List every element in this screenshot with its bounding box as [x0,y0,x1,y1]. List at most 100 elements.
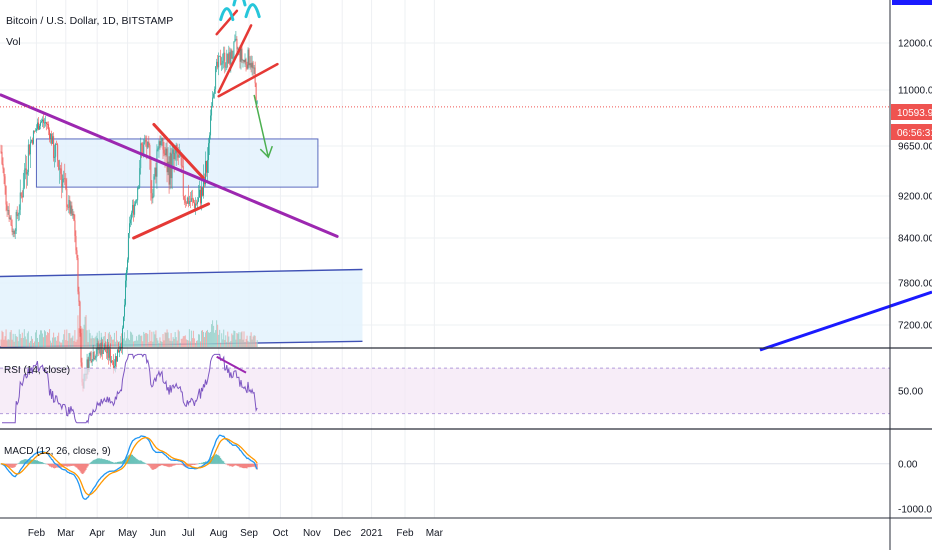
candle-body [13,231,15,235]
candle-body [11,225,13,233]
volume-bar [14,333,16,347]
macd-histogram-bar [70,463,72,466]
volume-bar [183,336,185,347]
macd-histogram-bar [256,463,258,470]
axis-scale-marker [892,0,932,5]
macd-histogram-bar [84,463,86,472]
volume-bar [155,330,157,347]
candle-body [206,160,207,173]
volume-bar [173,338,175,347]
candle-body [154,167,156,177]
volume-bar [24,336,26,347]
volume-bar [91,335,93,347]
candle-body [39,125,40,130]
candle-body [178,154,180,158]
projection-arrow [253,94,270,158]
candle-body [65,179,67,189]
candle-body [220,55,222,65]
volume-bar [171,341,173,347]
candle-body [0,151,2,153]
volume-bar [25,339,27,347]
projection-arrow-head [259,145,274,159]
candle-body [200,189,201,204]
macd-histogram-bar [95,459,97,464]
time-axis-tick-label: Mar [426,528,444,539]
price-axis[interactable] [890,0,932,550]
candle-body [164,153,166,155]
macd-histogram-bar [72,463,74,466]
macd-histogram-bar [64,463,66,467]
candle-body [91,360,93,363]
macd-histogram-bar [69,463,71,467]
macd-histogram-bar [174,463,176,466]
macd-histogram-bar [55,463,57,468]
candle-body [40,122,41,126]
macd-histogram-bar [152,463,154,470]
candle-body [242,60,244,61]
candle-body [168,161,170,185]
candle-body [177,153,179,158]
volume-bar [55,337,57,347]
volume-bar [145,332,147,347]
macd-histogram-bar [154,463,156,470]
time-axis-tick-label: Feb [28,528,46,539]
macd-histogram-bar [200,463,201,464]
macd-histogram-bar [228,463,230,466]
volume-bar [71,337,73,347]
candle-body [99,346,101,356]
candle-body [109,349,111,363]
volume-bar [188,329,190,347]
candle-body [17,214,19,216]
macd-histogram-bar [46,463,48,465]
macd-histogram-bar [225,463,227,465]
countdown-badge [891,124,932,140]
candle-body [76,250,78,258]
macd-histogram-bar [80,463,82,473]
macd-histogram-bar [130,454,132,464]
macd-axis-tick-label: -1000.00 [898,505,932,516]
time-axis-tick-label: Dec [333,528,351,539]
macd-histogram-bar [172,463,174,466]
volume-bar [54,337,56,347]
volume-bar [62,339,64,347]
macd-histogram-bar [241,463,243,468]
candle-body [66,188,68,207]
volume-bar [207,329,208,347]
candle-body [208,143,210,161]
volume-bar [90,338,92,347]
signal-line [0,436,258,496]
macd-histogram-bar [180,463,182,465]
volume-bar [236,333,238,347]
candle-body [72,213,74,216]
volume-bar [152,341,154,347]
macd-histogram-bar [33,459,35,464]
candle-body [235,38,237,40]
candle-body [190,198,192,202]
countdown-text: 06:56:31 [897,128,932,139]
candle-body [31,139,33,144]
candle-body [239,48,241,62]
macd-histogram-bar [204,462,205,464]
volume-bar [195,340,197,347]
volume-bar [83,324,85,347]
volume-bar [20,337,22,347]
candle-body [140,143,142,169]
volume-bar [88,329,90,347]
volume-bar [189,341,191,347]
candle-body [205,160,206,185]
macd-histogram-bar [178,463,180,465]
candle-body [165,148,167,155]
drawings [0,0,932,352]
macd-histogram-bar [232,463,234,467]
candle-body [46,122,48,125]
volume-bar [34,332,36,347]
macd-pane[interactable] [0,430,890,518]
volume-bar [162,334,164,347]
volume-bar [185,339,187,347]
macd-histogram-bar [85,463,87,470]
candle-body [151,193,153,199]
candle-body [152,196,154,199]
time-axis[interactable] [0,518,890,550]
candle-body [125,280,126,305]
